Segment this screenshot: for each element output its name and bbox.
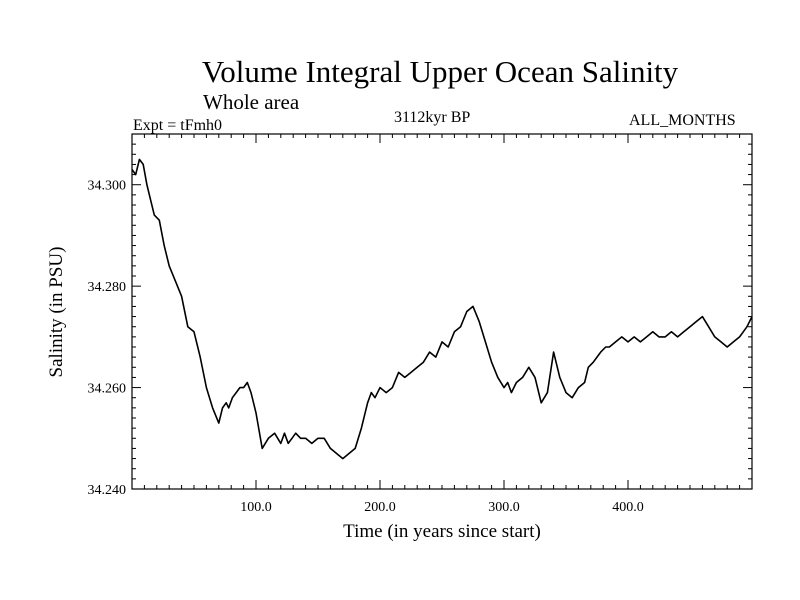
series-line xyxy=(131,158,753,460)
plot-frame xyxy=(131,133,753,490)
x-tick-label: 300.0 xyxy=(488,500,520,515)
x-tick-label: 200.0 xyxy=(364,500,396,515)
chart-subtitle: Whole area xyxy=(203,90,300,114)
axis-ticks xyxy=(132,133,752,490)
months-label: ALL_MONTHS xyxy=(629,112,736,129)
y-tick-label: 34.240 xyxy=(88,483,127,498)
x-tick-label: 400.0 xyxy=(612,500,644,515)
y-axis-label: Salinity (in PSU) xyxy=(46,247,67,378)
chart-title: Volume Integral Upper Ocean Salinity xyxy=(201,54,679,89)
axis-tick-labels: 100.0 200.0 300.0 400.0 34.240 34.260 34.280 34… xyxy=(88,179,644,515)
x-tick-label: 100.0 xyxy=(240,500,272,515)
series-layer xyxy=(131,158,753,460)
y-tick-label: 34.260 xyxy=(88,382,127,397)
y-tick-label: 34.280 xyxy=(88,280,127,295)
x-axis-label: Time (in years since start) xyxy=(343,521,541,542)
period-label: 3112kyr BP xyxy=(394,109,471,126)
experiment-label: Expt = tFmh0 xyxy=(133,117,223,134)
y-tick-label: 34.300 xyxy=(88,179,127,194)
